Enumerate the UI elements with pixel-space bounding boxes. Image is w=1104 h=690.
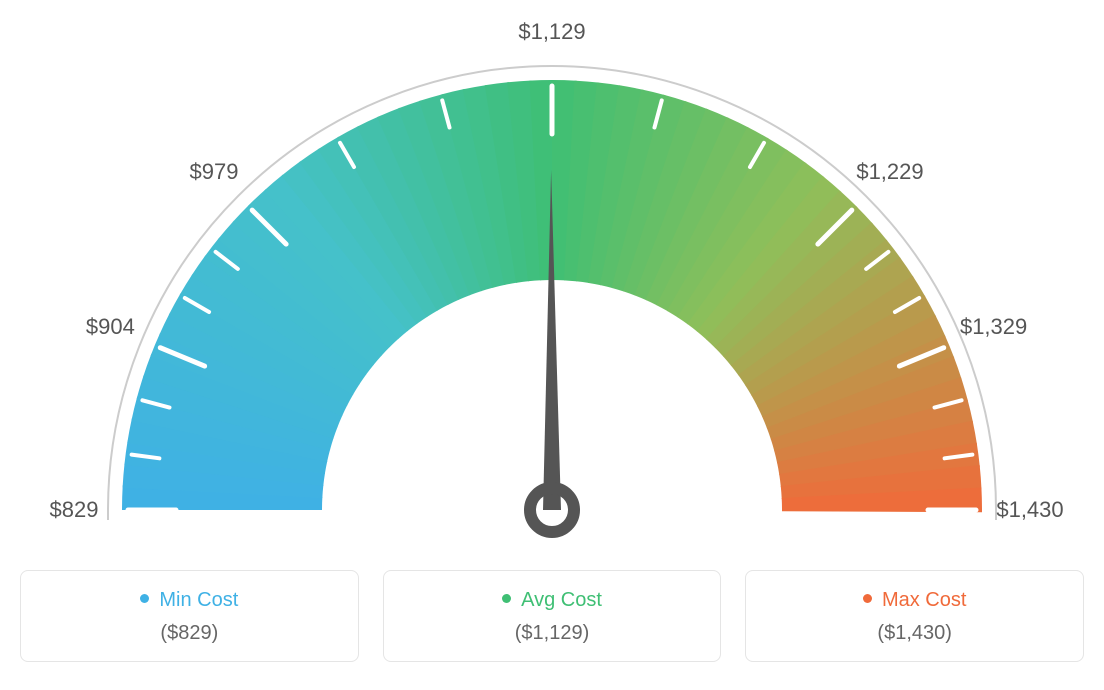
legend-card-max: Max Cost ($1,430) xyxy=(745,570,1084,662)
legend-dot-icon xyxy=(863,594,872,603)
legend-row: Min Cost ($829) Avg Cost ($1,129) Max Co… xyxy=(20,570,1084,662)
gauge-tick-label: $1,430 xyxy=(996,497,1063,523)
legend-value: ($1,129) xyxy=(394,622,711,645)
legend-card-min: Min Cost ($829) xyxy=(20,570,359,662)
legend-title-text: Min Cost xyxy=(159,589,238,611)
gauge-svg xyxy=(20,20,1084,540)
legend-value: ($1,430) xyxy=(756,622,1073,645)
legend-dot-icon xyxy=(502,594,511,603)
gauge-tick-label: $904 xyxy=(86,314,135,340)
gauge-tick-label: $1,229 xyxy=(856,159,923,185)
legend-dot-icon xyxy=(140,594,149,603)
gauge-tick-label: $829 xyxy=(50,497,99,523)
legend-card-avg: Avg Cost ($1,129) xyxy=(383,570,722,662)
gauge-tick-label: $1,129 xyxy=(518,19,585,45)
gauge-tick-label: $1,329 xyxy=(960,314,1027,340)
legend-title-text: Max Cost xyxy=(882,589,966,611)
legend-title-text: Avg Cost xyxy=(521,589,602,611)
gauge-tick-label: $979 xyxy=(190,159,239,185)
legend-title: Min Cost xyxy=(31,589,348,612)
legend-title: Max Cost xyxy=(756,589,1073,612)
cost-gauge: $829 $904 $979 $1,129 $1,229 $1,329 $1,430 xyxy=(20,20,1084,540)
legend-title: Avg Cost xyxy=(394,589,711,612)
legend-value: ($829) xyxy=(31,622,348,645)
